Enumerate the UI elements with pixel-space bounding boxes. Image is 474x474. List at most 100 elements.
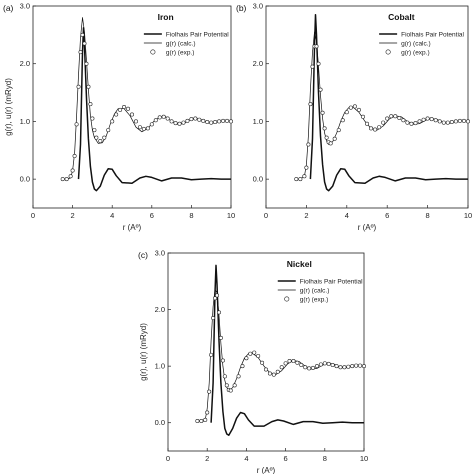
y-tick-label: 3.0: [20, 2, 30, 11]
data-point: [215, 293, 220, 298]
plot-frame: [32, 5, 232, 209]
data-point: [169, 119, 174, 124]
data-point: [199, 419, 204, 424]
data-point: [425, 116, 430, 121]
panel-letter: (b): [236, 3, 247, 13]
data-point: [328, 141, 333, 146]
data-point: [429, 117, 434, 122]
data-point: [318, 87, 323, 92]
data-point: [145, 126, 150, 131]
x-tick-label: 2: [205, 454, 209, 463]
data-point: [389, 114, 394, 119]
data-point: [189, 117, 194, 122]
data-point: [102, 135, 107, 140]
data-point: [421, 117, 426, 122]
data-point: [232, 383, 237, 388]
data-point: [228, 388, 233, 393]
data-point: [373, 127, 378, 132]
x-tick-label: 0: [31, 211, 35, 220]
x-tick-label: 6: [150, 211, 154, 220]
x-tick-label: 6: [385, 211, 389, 220]
panel-letter: (c): [138, 250, 148, 260]
data-point: [211, 316, 216, 321]
data-point: [385, 116, 390, 121]
data-point: [294, 177, 299, 182]
data-point: [165, 116, 170, 121]
x-tick-label: 10: [227, 211, 235, 220]
data-point: [177, 121, 182, 126]
data-point: [310, 64, 315, 69]
y-tick-label: 2.0: [253, 59, 263, 68]
plot-frame: [265, 5, 469, 209]
data-point: [457, 118, 462, 123]
y-tick-label: 1.0: [253, 117, 263, 126]
data-point: [181, 120, 186, 125]
data-point: [295, 360, 300, 365]
data-point: [173, 121, 178, 126]
data-point: [291, 359, 296, 364]
series-calc-line: [201, 289, 365, 423]
data-point: [68, 174, 73, 179]
data-point: [218, 335, 223, 340]
data-point: [322, 361, 327, 366]
legend-entry: Fiolhais Pair Potential: [166, 31, 229, 38]
data-point: [304, 165, 309, 170]
data-point: [197, 117, 202, 122]
legend-entry: Fiolhais Pair Potential: [300, 278, 363, 285]
data-point: [344, 110, 349, 115]
data-point: [324, 135, 329, 140]
data-point: [350, 364, 355, 369]
data-point: [360, 114, 365, 119]
data-point: [377, 125, 382, 130]
data-point: [260, 360, 265, 365]
data-point: [352, 104, 357, 109]
data-point: [201, 118, 206, 123]
data-point: [271, 372, 276, 377]
x-tick-label: 8: [426, 211, 430, 220]
data-point: [279, 365, 284, 370]
data-point: [314, 44, 319, 49]
panel-title: Cobalt: [388, 12, 415, 22]
data-point: [86, 84, 91, 89]
data-point: [209, 352, 214, 357]
data-point: [401, 118, 406, 123]
x-tick-label: 2: [71, 211, 75, 220]
y-tick-label: 3.0: [155, 249, 165, 258]
data-point: [207, 389, 212, 394]
legend-entry: g(r) (exp.): [300, 296, 329, 303]
data-point: [361, 364, 366, 369]
data-point: [216, 310, 221, 315]
data-point: [84, 61, 89, 66]
data-point: [314, 364, 319, 369]
data-point: [320, 110, 325, 115]
y-tick-label: 3.0: [253, 2, 263, 11]
x-axis-label: r (Aº): [257, 466, 276, 474]
data-point: [126, 106, 131, 111]
data-point: [213, 120, 218, 125]
series-potential-line: [77, 27, 231, 192]
data-point: [441, 120, 446, 125]
legend-marker: [284, 296, 290, 302]
data-point: [98, 139, 103, 144]
data-point: [236, 374, 241, 379]
data-point: [252, 350, 257, 355]
panel-title: Iron: [158, 12, 174, 22]
data-point: [346, 364, 351, 369]
data-point: [161, 114, 166, 119]
data-point: [330, 363, 335, 368]
data-point: [409, 121, 414, 126]
y-tick-label: 0.0: [155, 418, 165, 427]
data-point: [326, 361, 331, 366]
data-point: [381, 120, 386, 125]
data-point: [90, 116, 95, 121]
data-point: [453, 119, 458, 124]
data-point: [221, 118, 226, 123]
data-point: [316, 61, 321, 66]
data-point: [213, 296, 218, 301]
data-point: [209, 120, 214, 125]
data-point: [437, 119, 442, 124]
x-tick-label: 10: [464, 211, 472, 220]
data-point: [334, 364, 339, 369]
data-point: [322, 126, 327, 131]
